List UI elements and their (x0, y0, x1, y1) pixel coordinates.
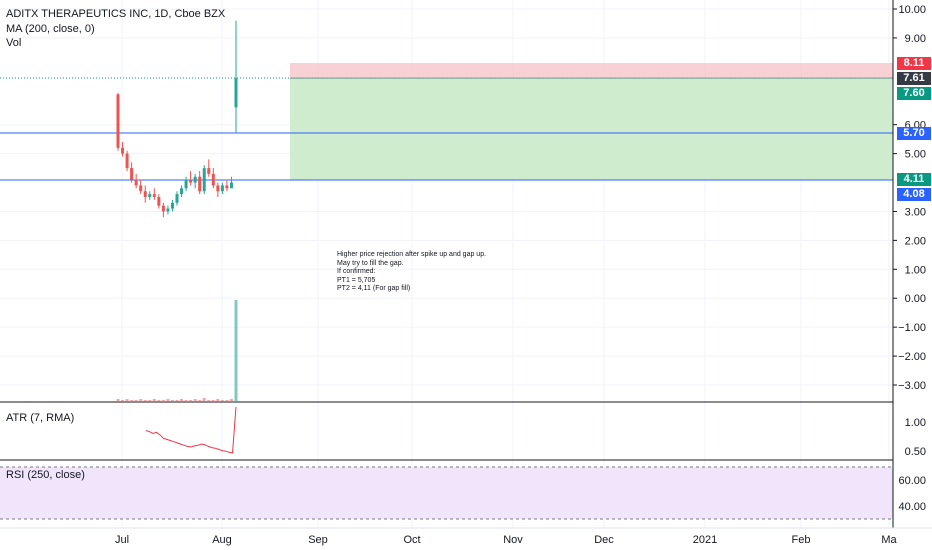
price-axis-label: 0.00 (905, 293, 926, 305)
volume-bar (234, 300, 238, 401)
volume-bar (198, 399, 202, 401)
volume-bar (193, 398, 197, 401)
price-axis-label: 9.00 (905, 33, 926, 45)
time-axis-label: Nov (503, 534, 523, 546)
volume-bar (166, 398, 170, 401)
text-annotation[interactable]: Higher price rejection after spike up an… (337, 251, 487, 292)
volume-bars (116, 300, 238, 401)
volume-bar (152, 398, 156, 401)
price-axis-label: −1.00 (898, 322, 926, 334)
candle-body (130, 168, 134, 180)
candle-body (193, 176, 197, 183)
rsi-band (0, 467, 893, 519)
volume-bar (143, 399, 147, 401)
candle-body (175, 194, 179, 203)
volume-bar (121, 399, 125, 401)
volume-bar (225, 399, 229, 401)
volume-bar (125, 398, 129, 401)
candle-body (161, 205, 165, 212)
price-axis-label: 10.00 (898, 4, 926, 16)
volume-bar (139, 398, 143, 401)
candle-body (211, 173, 215, 186)
price-axis-label: −2.00 (898, 351, 926, 363)
volume-bar (189, 399, 193, 401)
price-axis-label: 5.00 (905, 149, 926, 161)
price-tag-target: 4.11 (897, 173, 931, 186)
stop-zone[interactable] (290, 63, 893, 77)
price-axis-label: 1.00 (905, 264, 926, 276)
price-axis-label: −3.00 (898, 380, 926, 392)
candle-body (207, 168, 211, 174)
candle-body (202, 168, 206, 192)
price-tag-line-2: 4.08 (897, 188, 931, 201)
price-tag-line-1: 5.70 (897, 127, 931, 140)
time-axis-label: Dec (594, 534, 614, 546)
price-axis-label: 2.00 (905, 235, 926, 247)
volume-bar (216, 398, 220, 401)
price-axis-label: 3.00 (905, 206, 926, 218)
candle-body (184, 179, 188, 189)
volume-bar (180, 398, 184, 401)
volume-bar (184, 399, 188, 401)
candle-body (216, 185, 220, 192)
volume-legend[interactable]: Vol (6, 37, 22, 49)
candle-body (139, 185, 143, 192)
symbol-legend[interactable]: ADITX THERAPEUTICS INC, 1D, Cboe BZX (6, 8, 226, 20)
candle-body (189, 179, 193, 183)
rsi-axis-label: 60.00 (898, 475, 926, 487)
candle-body (170, 202, 174, 209)
price-tag-entry: 7.60 (897, 87, 931, 100)
volume-bar (116, 398, 120, 401)
candle-body (198, 176, 202, 192)
time-axis-label: 2021 (693, 534, 717, 546)
atr-line (145, 406, 237, 454)
rsi-axis-label: 40.00 (898, 501, 926, 513)
volume-bar (157, 399, 161, 401)
volume-bar (207, 399, 211, 401)
volume-bar (170, 399, 174, 401)
volume-bar (211, 399, 215, 401)
candle-body (148, 194, 152, 197)
volume-bar (229, 398, 233, 401)
candle-body (229, 182, 233, 189)
price-tag-last: 7.61 (897, 72, 931, 85)
volume-bar (130, 399, 134, 401)
candle-body (166, 208, 170, 212)
candle-body (220, 185, 224, 192)
volume-bar (202, 397, 206, 401)
time-axis-label: Oct (403, 534, 420, 546)
time-axis-label: Feb (792, 534, 811, 546)
time-axis-label: Aug (212, 534, 232, 546)
candles (116, 20, 238, 218)
candle-body (157, 197, 161, 206)
volume-bar (161, 399, 165, 401)
rsi-legend[interactable]: RSI (250, close) (6, 469, 85, 481)
volume-bar (220, 399, 224, 401)
time-axis-label: Ma (881, 534, 897, 546)
candle-body (152, 194, 156, 197)
candle-body (121, 147, 125, 154)
candle-body (125, 153, 129, 169)
atr-axis-label: 1.00 (905, 417, 926, 429)
volume-bar (175, 399, 179, 401)
candle-body (180, 188, 184, 195)
time-axis-label: Sep (308, 534, 328, 546)
atr-legend[interactable]: ATR (7, RMA) (6, 412, 75, 424)
candle-body (116, 94, 120, 148)
time-axis-label: Jul (115, 534, 129, 546)
volume-bar (148, 399, 152, 401)
candle-body (225, 185, 229, 189)
price-tag-stop: 8.11 (897, 57, 931, 70)
candle-body (143, 191, 147, 197)
axis-ticks: 10.009.006.005.003.002.001.000.00−1.00−2… (115, 4, 926, 546)
target-zone[interactable] (290, 78, 893, 180)
candle-body (234, 78, 238, 108)
volume-bar (134, 399, 138, 401)
ma-legend[interactable]: MA (200, close, 0) (6, 23, 95, 35)
candle-body (134, 179, 138, 186)
atr-axis-label: 0.50 (905, 446, 926, 458)
